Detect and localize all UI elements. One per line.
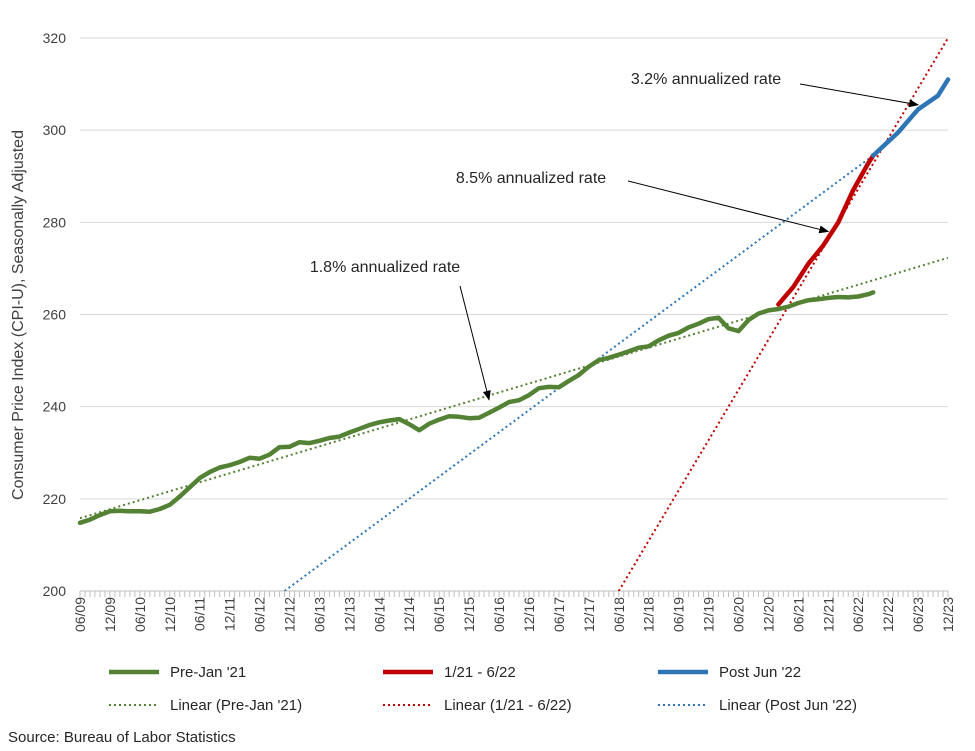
x-tick-label: 06/13 [311,597,327,632]
x-tick-label: 12/09 [102,597,118,632]
y-tick-label: 220 [43,491,67,507]
legend: Pre-Jan '21 1/21 - 6/22 Post Jun '22 Linear… [109,664,857,714]
y-tick-label: 300 [43,122,67,138]
y-tick-label: 320 [43,30,67,46]
x-tick-label: 12/12 [282,597,298,632]
legend-label: Post Jun '22 [719,664,801,681]
x-tick-label: 06/22 [850,597,866,632]
y-axis-title: Consumer Price Index (CPI-U), Seasonally… [10,130,27,500]
x-tick-label: 06/09 [72,597,88,632]
x-tick-label: 06/15 [431,597,447,632]
annotation-label: 3.2% annualized rate [631,71,781,88]
x-tick-label: 12/11 [222,597,238,631]
legend-item: 1/21 - 6/22 [383,664,516,681]
legend-label: 1/21 - 6/22 [444,664,516,681]
legend-label: Pre-Jan '21 [170,664,246,681]
x-tick-label: 06/12 [252,597,268,632]
x-tick-label: 06/17 [551,597,567,632]
x-tick-label: 06/16 [491,597,507,632]
x-tick-label: 12/20 [760,597,776,632]
x-tick-label: 12/21 [820,597,836,632]
x-tick-label: 12/10 [162,597,178,632]
annotation-arrow [799,83,920,108]
annotation-arrow [459,285,491,401]
x-tick-label: 06/20 [730,597,746,632]
y-tick-label: 200 [43,583,67,599]
axes: 200 220 240 260 280 300 320 06/09 12/09 06/10 12/1… [43,30,956,632]
series-line [870,77,951,158]
x-tick-label: 06/11 [192,597,208,631]
annotation-arrow [627,180,830,234]
gridlines [80,37,948,500]
legend-label: Linear (1/21 - 6/22) [444,697,572,714]
x-tick-label: 12/13 [341,597,357,632]
trendline [617,38,948,591]
x-tick-label: 06/23 [910,597,926,632]
annotations: 1.8% annualized rate 8.5% annualized rate… [310,71,920,401]
x-tick-label: 12/23 [940,597,956,632]
x-tick-label: 12/22 [880,597,896,632]
x-tick-label: 06/14 [371,597,387,632]
x-tick-label: 06/19 [671,597,687,632]
trendline [80,256,948,520]
series-line [77,290,876,526]
y-tick-label: 280 [43,214,67,230]
y-tick-label: 260 [43,307,67,323]
legend-item: Post Jun '22 [658,664,801,681]
x-tick-label: 12/15 [461,597,477,632]
x-tick-label: 06/10 [132,597,148,632]
legend-label: Linear (Pre-Jan '21) [170,697,302,714]
x-tick-label: 06/18 [611,597,627,632]
legend-item: Linear (Post Jun '22) [658,697,857,714]
y-tick-label: 240 [43,399,67,415]
source-note: Source: Bureau of Labor Statistics [8,729,236,746]
data-series [77,77,951,526]
x-tick-label: 12/17 [581,597,597,632]
x-tick-label: 12/16 [521,597,537,632]
x-tick-label: 12/18 [641,597,657,632]
x-tick-label: 12/14 [401,597,417,632]
legend-item: Pre-Jan '21 [109,664,246,681]
legend-item: Linear (1/21 - 6/22) [383,697,572,714]
legend-item: Linear (Pre-Jan '21) [109,697,302,714]
annotation-label: 1.8% annualized rate [310,259,460,276]
series-line [776,153,876,307]
x-tick-label: 06/21 [790,597,806,632]
x-tick-label: 12/19 [701,597,717,632]
annotation-label: 8.5% annualized rate [456,170,606,187]
legend-label: Linear (Post Jun '22) [719,697,857,714]
